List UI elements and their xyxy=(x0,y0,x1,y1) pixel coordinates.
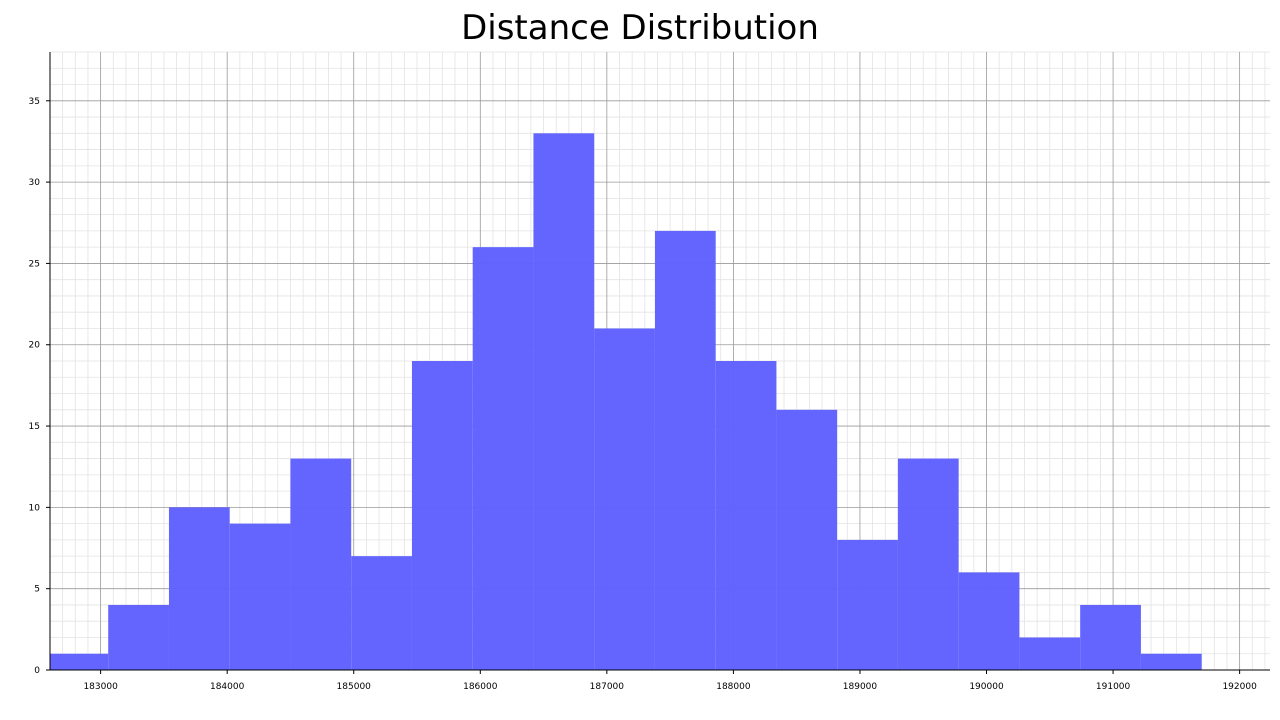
x-tick-label: 184000 xyxy=(210,682,245,692)
y-tick-label: 15 xyxy=(29,422,40,432)
histogram-bar xyxy=(1080,604,1141,670)
y-tick-label: 5 xyxy=(34,585,40,595)
x-tick-label: 191000 xyxy=(1096,682,1131,692)
y-tick-label: 30 xyxy=(29,178,41,188)
x-tick-label: 192000 xyxy=(1222,682,1257,692)
chart-title: Distance Distribution xyxy=(461,8,819,48)
histogram-bar xyxy=(715,361,777,670)
histogram-bar xyxy=(1019,637,1081,670)
y-tick-labels: 0 5 10 15 20 25 30 35 xyxy=(29,97,41,676)
histogram-bar xyxy=(411,361,473,670)
histogram-bar xyxy=(837,539,898,670)
histogram-bar xyxy=(1140,653,1202,670)
histogram-bar xyxy=(108,604,169,670)
x-tick-labels: 183000 184000 185000 186000 187000 188000 1890… xyxy=(83,682,1257,692)
x-tick-label: 189000 xyxy=(843,682,878,692)
histogram-bar xyxy=(897,458,959,670)
histogram-bar xyxy=(594,328,655,670)
x-tick-label: 186000 xyxy=(463,682,498,692)
y-tick-label: 25 xyxy=(29,259,40,269)
bars xyxy=(50,133,1202,671)
histogram-bar xyxy=(533,133,595,670)
x-tick-label: 188000 xyxy=(716,682,751,692)
y-tick-label: 0 xyxy=(34,666,40,676)
x-tick-label: 183000 xyxy=(83,682,118,692)
histogram-bar xyxy=(654,230,716,671)
x-tick-label: 185000 xyxy=(337,682,372,692)
y-tick-label: 20 xyxy=(29,341,41,351)
y-tick-label: 10 xyxy=(29,503,41,513)
axes xyxy=(46,52,1270,674)
histogram-bar xyxy=(290,458,352,670)
histogram-bar xyxy=(351,556,412,670)
histogram-bar xyxy=(229,523,291,670)
y-tick-label: 35 xyxy=(29,97,40,107)
histogram-bar xyxy=(958,572,1020,670)
x-tick-label: 187000 xyxy=(590,682,625,692)
histogram-bar xyxy=(472,247,534,670)
histogram-bar xyxy=(50,653,109,670)
x-tick-label: 190000 xyxy=(969,682,1004,692)
histogram-bar xyxy=(776,409,838,670)
histogram-bar xyxy=(168,507,230,670)
